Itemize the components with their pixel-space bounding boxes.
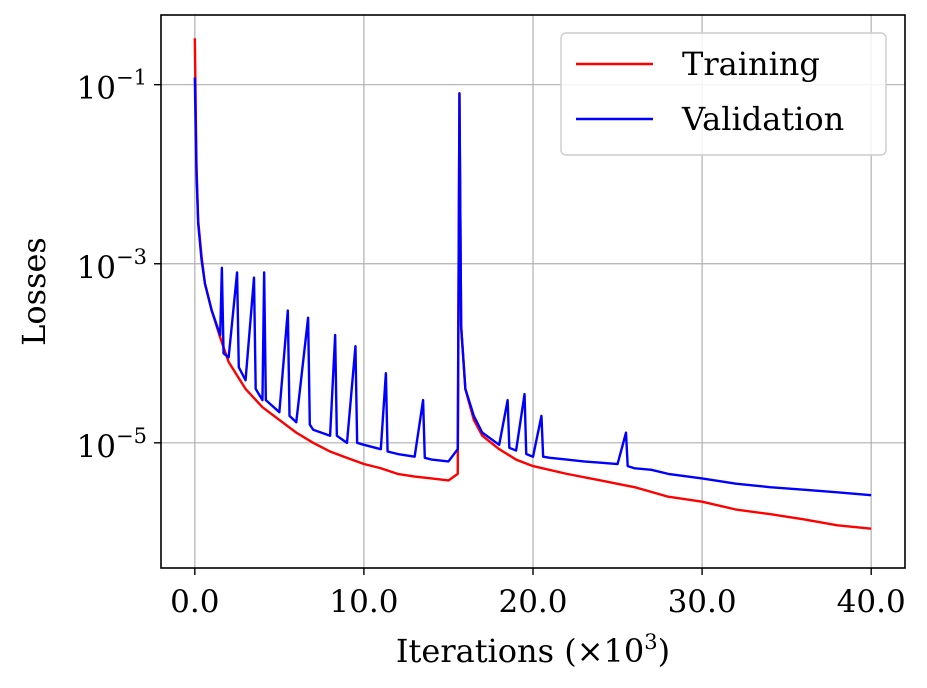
x-axis-label-suffix: ) xyxy=(658,632,670,670)
x-axis-label: Iterations (×103) xyxy=(396,630,670,670)
legend-label-training: Training xyxy=(682,45,820,83)
y-tick-label: 10−1 xyxy=(77,66,147,107)
x-axis-label-superscript: 3 xyxy=(644,630,657,654)
x-tick-label: 40.0 xyxy=(837,584,906,620)
plot-area xyxy=(193,38,872,530)
y-tick-label: 10−5 xyxy=(77,424,147,465)
x-tick-label: 10.0 xyxy=(329,584,398,620)
legend-label-validation: Validation xyxy=(681,100,844,138)
legend: Training Validation xyxy=(560,32,887,156)
series-line-validation xyxy=(193,77,872,497)
x-tick-label: 20.0 xyxy=(498,584,567,620)
x-axis: 0.0 10.0 20.0 30.0 40.0 xyxy=(170,568,906,620)
y-axis-label: Losses xyxy=(15,237,53,346)
x-axis-label-main: Iterations (×10 xyxy=(396,632,644,670)
x-tick-label: 30.0 xyxy=(668,584,737,620)
x-tick-label: 0.0 xyxy=(170,584,219,620)
y-axis: 10−1 10−3 10−5 xyxy=(77,66,161,465)
y-tick-label: 10−3 xyxy=(77,245,147,286)
